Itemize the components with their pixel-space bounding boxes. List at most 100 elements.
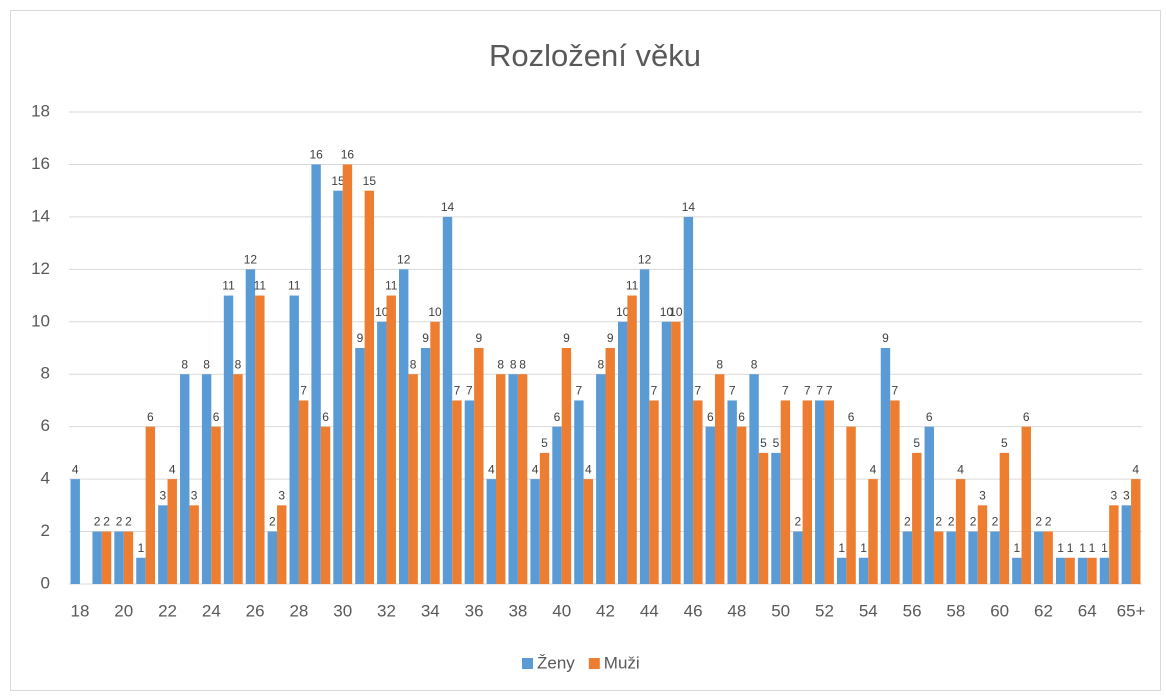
value-label: 10 [660, 305, 674, 319]
value-label: 9 [563, 331, 570, 345]
value-label: 6 [1023, 410, 1030, 424]
value-label: 3 [191, 489, 198, 503]
value-label: 9 [475, 331, 482, 345]
value-label: 12 [244, 253, 258, 267]
value-label: 12 [397, 253, 411, 267]
bar [267, 531, 278, 584]
bar [999, 452, 1010, 584]
value-label: 4 [169, 462, 176, 476]
bar [758, 452, 769, 584]
bar [1099, 557, 1110, 584]
value-label: 8 [181, 357, 188, 371]
value-label: 7 [804, 384, 811, 398]
value-label: 8 [510, 357, 517, 371]
y-tick-label: 10 [31, 311, 50, 330]
bar [136, 557, 146, 584]
x-tick-label: 24 [202, 601, 221, 620]
bar [399, 269, 409, 584]
bar [464, 400, 475, 584]
value-label: 15 [363, 174, 377, 188]
bar [386, 295, 396, 584]
bar [846, 426, 856, 584]
x-tick-label: 56 [903, 601, 922, 620]
x-tick-label: 22 [158, 601, 177, 620]
value-label: 9 [607, 331, 614, 345]
bar [977, 505, 988, 584]
x-tick-label: 46 [684, 601, 703, 620]
bar [101, 531, 112, 584]
bar [890, 400, 900, 584]
value-label: 5 [913, 436, 920, 450]
value-label: 1 [138, 541, 145, 555]
value-label: 1 [1089, 541, 1096, 555]
value-label: 14 [441, 200, 455, 214]
value-label: 11 [385, 279, 398, 293]
value-label: 7 [651, 384, 658, 398]
value-label: 4 [957, 462, 964, 476]
value-label: 1 [838, 541, 845, 555]
value-label: 1 [1079, 541, 1086, 555]
bar [627, 295, 637, 584]
value-label: 7 [576, 384, 583, 398]
bar [377, 321, 387, 584]
y-tick-label: 16 [31, 154, 50, 173]
value-label: 11 [222, 279, 235, 293]
bar [123, 531, 134, 584]
y-tick-label: 2 [41, 521, 50, 540]
bar [355, 348, 365, 584]
bar [245, 269, 256, 584]
y-tick-label: 8 [41, 364, 50, 383]
value-label: 5 [541, 436, 548, 450]
x-tick-label: 64 [1078, 601, 1097, 620]
value-label: 4 [870, 462, 877, 476]
value-label: 4 [72, 462, 79, 476]
bar [530, 479, 540, 584]
value-label: 6 [322, 410, 329, 424]
bar [583, 479, 594, 584]
bar [364, 190, 375, 584]
x-tick-label: 52 [815, 601, 834, 620]
bar [539, 452, 550, 584]
bar [858, 557, 869, 584]
value-label: 14 [682, 200, 696, 214]
value-label: 2 [795, 515, 802, 529]
x-tick-label: 20 [114, 601, 133, 620]
bar [771, 452, 781, 584]
value-label: 2 [116, 515, 123, 529]
value-label: 8 [751, 357, 758, 371]
bar [452, 400, 462, 584]
bar [836, 557, 847, 584]
bar [1021, 426, 1031, 584]
bar [1121, 505, 1132, 584]
bar [880, 348, 891, 584]
value-label: 2 [103, 515, 110, 529]
bar [780, 400, 791, 584]
value-label: 7 [782, 384, 789, 398]
value-label: 8 [203, 357, 210, 371]
value-label: 11 [626, 279, 639, 293]
bar [705, 426, 715, 584]
value-label: 3 [278, 489, 285, 503]
bar [420, 348, 431, 584]
bar [145, 426, 156, 584]
value-label: 7 [694, 384, 701, 398]
bar [793, 531, 803, 584]
value-label: 6 [738, 410, 745, 424]
y-tick-label: 12 [31, 259, 50, 278]
x-tick-label: 40 [552, 601, 571, 620]
bar [167, 479, 177, 584]
bar [255, 295, 265, 584]
bar [442, 216, 453, 584]
bar [802, 400, 812, 584]
bar [1087, 557, 1097, 584]
value-label: 4 [1132, 462, 1139, 476]
value-label: 3 [979, 489, 986, 503]
value-label: 1 [1101, 541, 1108, 555]
bar [552, 426, 562, 584]
bar [596, 374, 606, 584]
value-label: 4 [532, 462, 539, 476]
bar [496, 374, 506, 584]
bar [70, 479, 80, 584]
chart-title: Rozložení věku [489, 38, 701, 73]
legend-label: Ženy [537, 653, 575, 672]
